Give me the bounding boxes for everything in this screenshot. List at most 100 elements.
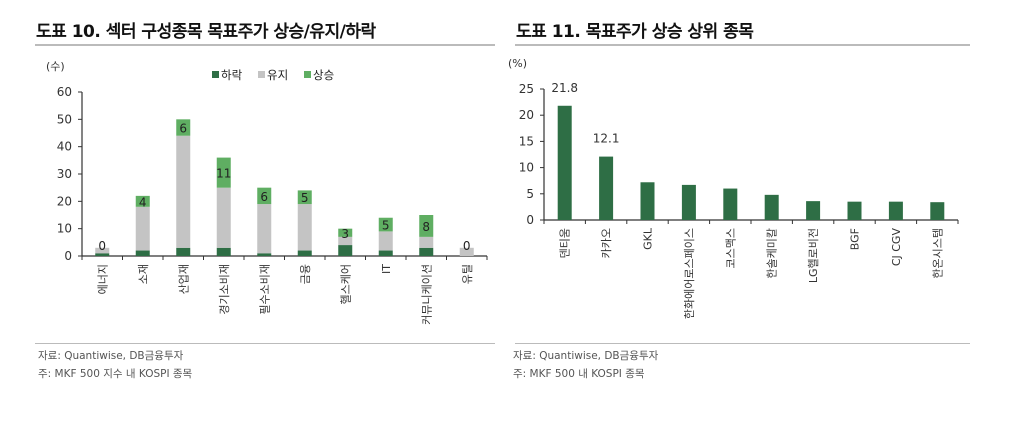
legend-swatch-down	[212, 71, 219, 78]
left-bar-hold	[338, 236, 353, 246]
right-bar	[599, 156, 614, 220]
left-x-tick-label: 경기소비재	[218, 264, 231, 315]
left-data-label: 6	[260, 190, 268, 204]
right-bar	[930, 202, 945, 220]
left-bar-up	[419, 215, 434, 237]
legend-label: 상승	[313, 68, 334, 82]
left-bar-hold	[297, 204, 312, 251]
left-chart-title: 도표 10. 섹터 구성종목 목표주가 상승/유지/하락	[36, 22, 376, 42]
left-x-tick-label: 산업재	[177, 264, 190, 294]
right-y-tick-label: 0	[526, 213, 534, 227]
right-footer-rule	[515, 343, 970, 344]
left-note: 주: MKF 500 지수 내 KOSPI 종목	[38, 368, 193, 380]
left-bar-hold	[459, 247, 474, 256]
right-note: 주: MKF 500 내 KOSPI 종목	[513, 368, 645, 380]
left-data-label: 5	[382, 219, 390, 233]
right-y-tick-label: 10	[519, 161, 534, 175]
left-data-label: 11	[216, 167, 231, 181]
right-x-tick-label: GKL	[642, 227, 655, 250]
right-x-tick-label: LG헬로비전	[807, 228, 820, 283]
left-bar-hold	[419, 236, 434, 248]
left-x-tick-label: IT	[380, 264, 393, 274]
left-x-tick-label: 금융	[299, 264, 312, 284]
left-footer: 자료: Quantiwise, DB금융투자 주: MKF 500 지수 내 K…	[38, 347, 192, 383]
right-y-tick-label: 20	[519, 108, 534, 122]
right-y-tick-label: 5	[526, 187, 534, 201]
left-y-tick-label: 20	[57, 194, 72, 208]
left-bar-up	[176, 119, 191, 136]
left-x-tick-label: 커뮤니케이션	[420, 264, 433, 325]
left-source: 자료: Quantiwise, DB금융투자	[38, 350, 184, 362]
left-bar-hold	[176, 135, 191, 248]
left-bar-down	[216, 247, 231, 256]
left-bar-down	[419, 247, 434, 256]
right-bar	[847, 201, 862, 220]
left-y-tick-label: 60	[57, 85, 72, 99]
right-y-tick-label: 15	[519, 134, 534, 148]
left-y-tick-label: 40	[57, 140, 72, 154]
right-title-rule	[515, 44, 970, 46]
left-data-label: 5	[301, 191, 309, 205]
right-x-tick-label: 한솔케미칼	[766, 228, 779, 279]
left-y-tick-label: 0	[64, 249, 72, 263]
left-bar-up	[297, 190, 312, 205]
left-bar-hold	[216, 187, 231, 248]
left-bar-up	[338, 228, 353, 237]
left-bar-up	[378, 217, 393, 232]
legend-swatch-hold	[258, 71, 265, 78]
right-y-axis-unit: (%)	[508, 57, 527, 70]
left-bar-down	[176, 247, 191, 256]
right-bar	[681, 184, 696, 220]
legend-label: 하락	[221, 68, 243, 82]
left-bar-hold	[95, 247, 110, 254]
left-title-rule	[35, 44, 495, 46]
right-bar	[806, 201, 821, 220]
right-chart-title: 도표 11. 목표주가 상승 상위 종목	[516, 22, 754, 42]
left-bar-down	[378, 250, 393, 256]
left-bar-hold	[257, 204, 272, 254]
left-data-label: 0	[98, 239, 106, 253]
right-source: 자료: Quantiwise, DB금융투자	[513, 350, 659, 362]
right-bar	[640, 182, 655, 220]
left-bar-down	[338, 245, 353, 256]
right-x-tick-label: 한화에어로스페이스	[683, 228, 696, 319]
left-y-tick-label: 50	[57, 112, 72, 126]
left-bar-hold	[135, 206, 150, 251]
left-y-axis-unit: (수)	[46, 60, 65, 73]
left-bar-up	[216, 157, 231, 188]
right-data-label: 21.8	[551, 81, 578, 95]
left-bar-down	[297, 250, 312, 256]
right-y-tick-label: 25	[519, 82, 534, 96]
left-x-tick-label: 헬스케어	[339, 264, 352, 304]
right-data-label: 12.1	[593, 132, 620, 146]
left-x-tick-label: 필수소비재	[258, 264, 271, 315]
left-bar-down	[95, 253, 110, 256]
left-y-tick-label: 10	[57, 222, 72, 236]
left-data-label: 4	[139, 195, 147, 209]
left-bar-down	[257, 253, 272, 256]
left-data-label: 0	[463, 239, 471, 253]
left-bar-down	[135, 250, 150, 256]
right-bar	[557, 105, 572, 220]
right-bar	[888, 201, 903, 220]
left-y-tick-label: 30	[57, 167, 72, 181]
left-x-tick-label: 소재	[137, 264, 150, 284]
left-x-tick-label: 에너지	[96, 264, 109, 294]
left-data-label: 8	[422, 220, 430, 234]
right-x-tick-label: 코스맥스	[724, 228, 737, 268]
left-bar-hold	[378, 231, 393, 251]
right-x-tick-label: 한온시스템	[931, 228, 944, 279]
right-x-tick-label: BGF	[849, 228, 862, 250]
right-bar	[723, 188, 738, 220]
left-bar-up	[257, 187, 272, 205]
right-x-tick-label: CJ CGV	[890, 228, 903, 267]
right-bar	[764, 194, 779, 220]
right-x-tick-label: 덴티움	[559, 228, 572, 258]
left-bar-up	[135, 195, 150, 207]
left-x-tick-label: 유틸	[461, 264, 474, 284]
right-x-tick-label: 카카오	[600, 228, 613, 258]
left-data-label: 6	[179, 122, 187, 136]
right-footer: 자료: Quantiwise, DB금융투자 주: MKF 500 내 KOSP…	[513, 347, 658, 383]
legend-label: 유지	[267, 68, 288, 82]
